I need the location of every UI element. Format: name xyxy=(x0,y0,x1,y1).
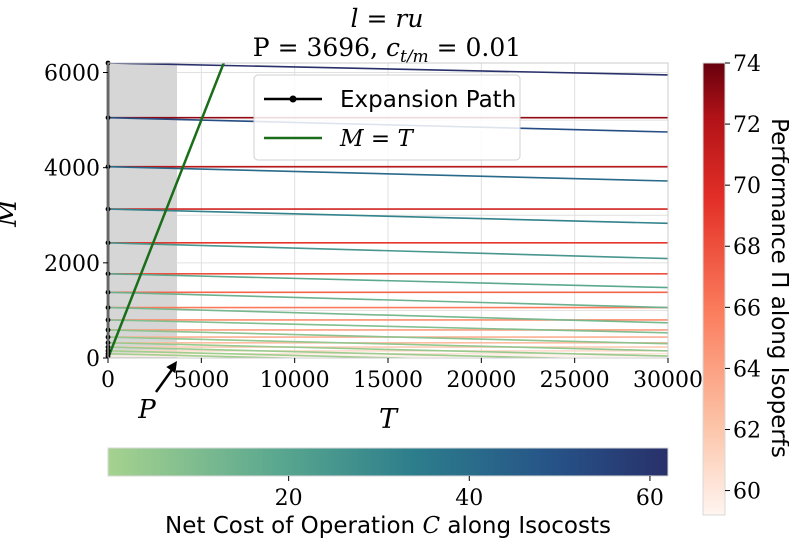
isocost-line xyxy=(108,165,668,182)
perf-colorbar-tick-label: 70 xyxy=(733,174,761,199)
legend: Expansion Path M = T xyxy=(253,74,521,161)
p-arrow-shaft xyxy=(154,366,176,393)
perf-colorbar-label: Performance Π along Isoperfs xyxy=(766,118,789,458)
cost-colorbar-tick-label: 40 xyxy=(455,486,483,511)
m-equals-t-layer xyxy=(108,63,225,358)
isocost-line xyxy=(108,319,668,334)
title-c-subscript: t/m xyxy=(400,47,429,67)
isocost-line xyxy=(108,208,668,225)
chart-title-line1: l = ru xyxy=(351,4,424,33)
y-axis-label: M xyxy=(0,198,23,228)
legend-expansion-label: Expansion Path xyxy=(340,87,516,113)
legend-expansion-marker xyxy=(289,95,297,103)
x-tick-label: 30000 xyxy=(633,368,703,393)
x-axis-label: T xyxy=(379,404,399,435)
y-tick-label: 0 xyxy=(86,347,100,372)
x-tick-label: 10000 xyxy=(260,368,330,393)
p-arrow-head xyxy=(166,361,177,374)
perf-colorbar xyxy=(702,62,726,516)
perf-colorbar-tick-label: 74 xyxy=(733,52,761,77)
perf-colorbar-tick-label: 60 xyxy=(733,480,761,505)
x-tick-label: 20000 xyxy=(446,368,516,393)
perf-colorbar-tick-label: 64 xyxy=(733,357,761,382)
isocost-line xyxy=(108,352,315,358)
x-tick-label: 0 xyxy=(101,368,115,393)
cost-colorbar xyxy=(107,447,669,477)
isocost-line xyxy=(108,346,585,358)
isocost-line xyxy=(108,306,668,324)
isocost-line xyxy=(108,242,668,260)
cost-colorbar-tick-label: 20 xyxy=(275,486,303,511)
cost-colorbar-tick-label: 60 xyxy=(636,486,664,511)
title-c-value: = 0.01 xyxy=(429,33,522,62)
p-annotation: P xyxy=(137,361,177,425)
perf-colorbar-tick-label: 68 xyxy=(733,235,761,260)
y-tick-label: 2000 xyxy=(44,252,100,277)
y-tick-label: 4000 xyxy=(44,157,100,182)
x-tick-label: 25000 xyxy=(540,368,610,393)
perf-colorbar-tick-label: 72 xyxy=(733,113,761,138)
cost-colorbar-label: Net Cost of Operation C along Isocosts xyxy=(165,513,611,539)
title-c-symbol: c xyxy=(386,33,400,62)
isocost-line xyxy=(108,63,668,76)
cost-colorbar-ticks: 20 40 60 xyxy=(275,476,664,511)
chart-title-line2: P = 3696, ct/m = 0.01 xyxy=(253,33,521,67)
isocost-line xyxy=(108,272,668,289)
perf-colorbar-tick-label: 62 xyxy=(733,418,761,443)
x-tick-label: 5000 xyxy=(173,368,229,393)
isocost-line xyxy=(108,329,668,345)
isocost-line xyxy=(108,291,668,309)
y-tick-label: 6000 xyxy=(44,62,100,87)
p-marker-label: P xyxy=(137,395,156,425)
isocost-line xyxy=(108,336,668,352)
m-equals-t-line xyxy=(108,63,225,358)
legend-mt-label: M = T xyxy=(339,126,414,152)
x-tick-layer: 0 5000 10000 15000 20000 25000 30000 xyxy=(101,358,703,393)
x-tick-label: 15000 xyxy=(353,368,423,393)
perf-colorbar-tick-label: 66 xyxy=(733,296,761,321)
title-p-part: P = 3696, xyxy=(253,33,386,62)
isocost-line xyxy=(108,341,668,357)
y-tick-layer: 0 2000 4000 6000 xyxy=(44,62,108,372)
perf-colorbar-ticks: 60 62 64 66 68 70 72 74 xyxy=(725,52,761,505)
